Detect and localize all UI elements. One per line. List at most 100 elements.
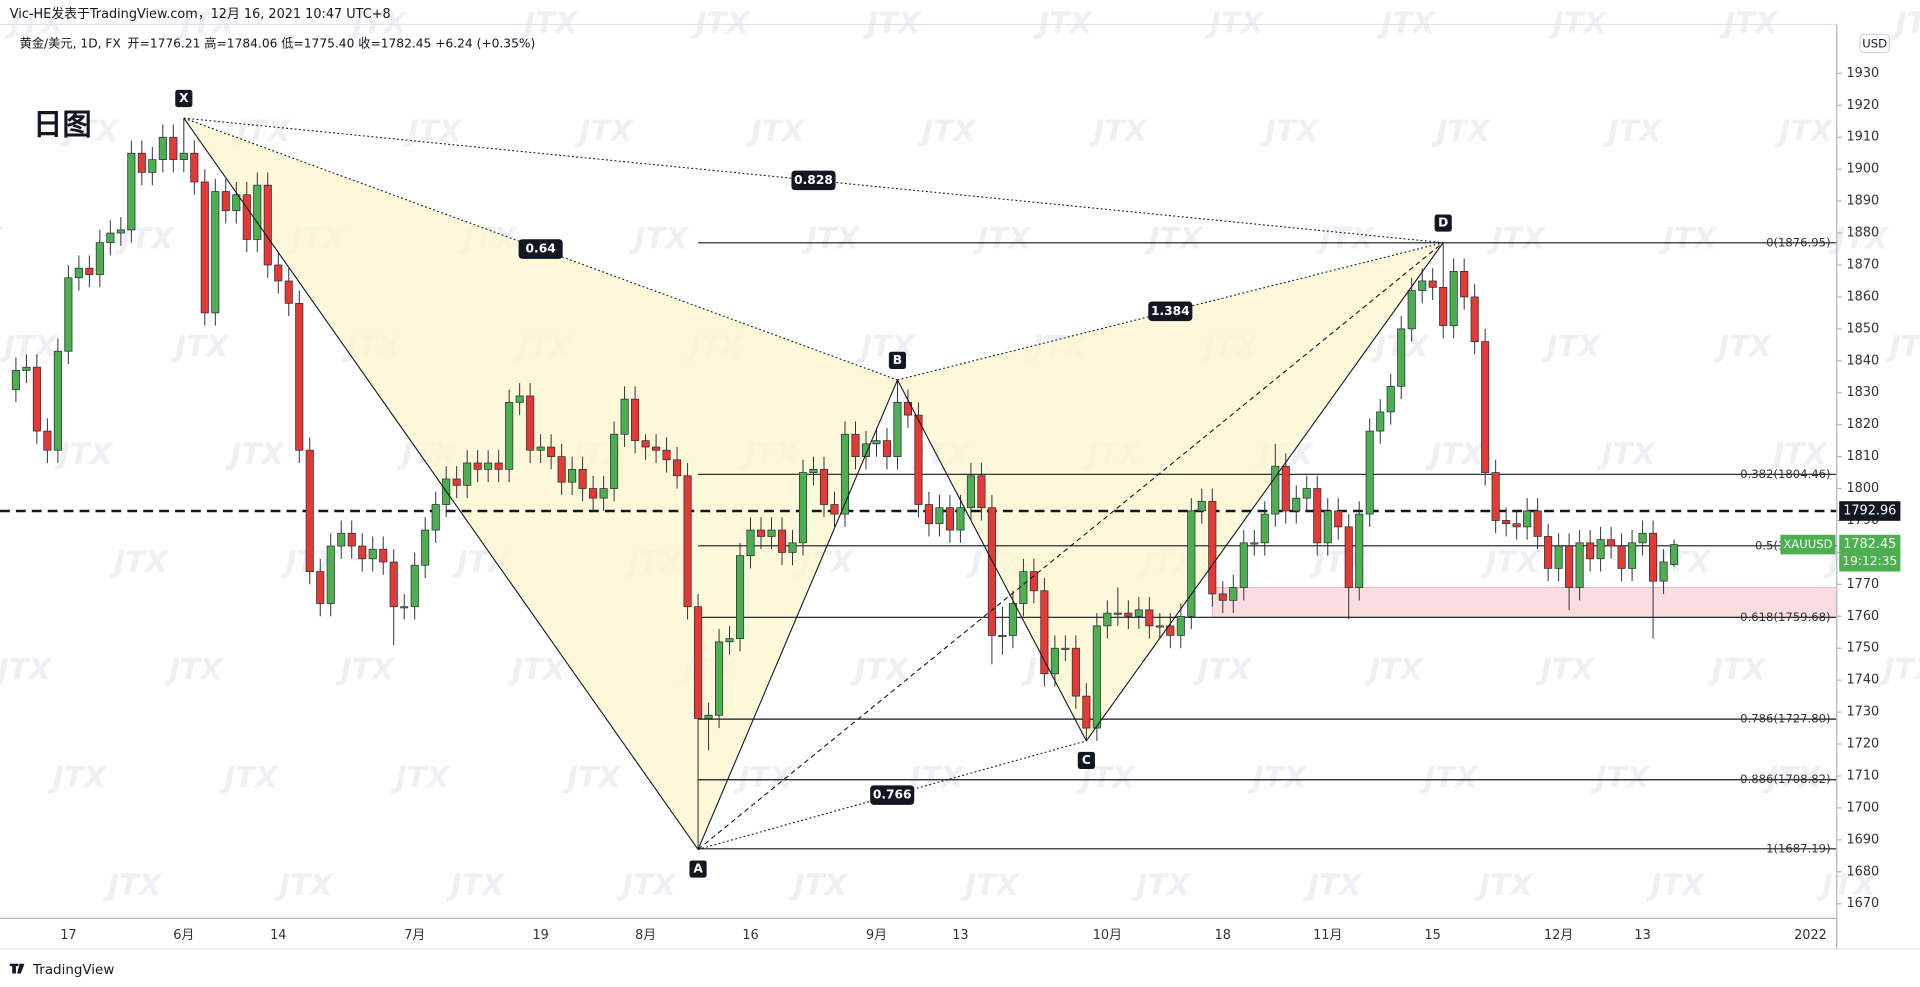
candle-body: [253, 184, 262, 240]
watermark: JTX: [1205, 6, 1265, 40]
watermark: JTX: [60, 114, 120, 148]
candle-body: [242, 194, 251, 240]
x-tick-label: 9月: [866, 928, 887, 943]
candle-body: [652, 446, 661, 451]
y-tick-label: 1690: [1847, 832, 1880, 847]
candle-body: [1187, 510, 1196, 617]
watermark: JTX: [1762, 760, 1822, 794]
watermark: JTX: [1768, 437, 1828, 471]
candle-body: [977, 475, 986, 509]
watermark: JTX: [1260, 114, 1320, 148]
x-tick-label: 13: [1634, 928, 1650, 943]
pattern-ratio-line: [183, 117, 1444, 244]
point-label: C: [1082, 753, 1091, 767]
candle-body: [148, 159, 157, 173]
x-tick-label: 15: [1425, 928, 1441, 943]
candle-body: [127, 152, 136, 231]
candle-body: [1208, 500, 1217, 595]
last-price-label: 1782.45: [1843, 537, 1896, 552]
watermark: JTX: [562, 760, 622, 794]
candle-body: [379, 548, 388, 563]
candle-body: [1145, 609, 1154, 627]
watermark: JTX: [109, 545, 169, 579]
candle-body: [179, 152, 188, 160]
candle-body: [809, 469, 818, 473]
candle-body: [1544, 536, 1553, 569]
candle-body: [22, 366, 31, 371]
watermark: JTX: [1548, 6, 1608, 40]
candle-body: [1344, 526, 1353, 588]
watermark: JTX: [176, 6, 236, 40]
watermark: JTX: [1536, 653, 1596, 687]
watermark: JTX: [1315, 222, 1375, 256]
candle-body: [316, 571, 325, 604]
y-tick-label: 1710: [1847, 768, 1880, 783]
x-tick-label: 17: [60, 928, 76, 943]
candle-body: [1218, 593, 1227, 601]
y-tick-label: 1730: [1847, 705, 1880, 720]
candle-body: [463, 462, 472, 486]
overlay-layer: 1670 1680 1690 1700 1710 1720 1730 1740 1750 1760…: [60, 66, 1901, 943]
watermark: JTX: [1033, 6, 1093, 40]
watermark: JTX: [1713, 329, 1773, 363]
candle-body: [1134, 609, 1143, 617]
candle-body: [819, 469, 829, 505]
candle-body: [1502, 520, 1511, 525]
candle-body: [851, 433, 860, 457]
candle-body: [673, 459, 682, 477]
x-tick-label: 16: [742, 928, 758, 943]
candle-body: [452, 478, 461, 486]
candle-body: [882, 440, 892, 457]
watermark: JTX: [1542, 329, 1602, 363]
watermark: JTX: [801, 222, 861, 256]
watermark: JTX: [0, 329, 59, 363]
candle-body: [1470, 296, 1479, 343]
candle-body: [1638, 532, 1647, 544]
price-line-box: [1839, 501, 1901, 521]
candle-body: [998, 635, 1007, 638]
pattern-leg: [896, 379, 1087, 742]
y-tick-label: 1850: [1847, 321, 1880, 336]
x-tick-label: 13: [952, 928, 968, 943]
candle-body: [1323, 510, 1332, 544]
y-tick-label: 1870: [1847, 257, 1880, 272]
candle-body: [1355, 513, 1364, 588]
watermark: JTX: [1303, 868, 1363, 902]
candle-body: [43, 430, 52, 451]
watermark: JTX: [1248, 760, 1308, 794]
watermark: JTX: [336, 653, 396, 687]
x-tick-label: 2022: [1794, 928, 1827, 943]
candle-body: [1029, 571, 1038, 592]
ratio-box: [791, 170, 836, 191]
candle-body: [295, 302, 304, 451]
candle-body: [1575, 542, 1584, 588]
watermark: JTX: [5, 6, 65, 40]
ratio-label: 0.766: [873, 788, 912, 802]
candle-body: [536, 446, 545, 451]
x-tick-label: 19: [532, 928, 548, 943]
candle-body: [1628, 542, 1637, 569]
candle-body: [1449, 271, 1458, 327]
candle-body: [400, 606, 409, 609]
candle-body: [1313, 488, 1322, 544]
fib-label: 0(1876.95): [1766, 235, 1831, 249]
watermark: JTX: [1431, 114, 1491, 148]
candle-body: [526, 395, 535, 451]
candle-body: [347, 532, 356, 547]
watermark: JTX: [1144, 222, 1204, 256]
point-label: X: [179, 91, 189, 105]
candle-body: [1040, 590, 1049, 675]
candle-body: [662, 449, 671, 461]
watermark: JTX: [1878, 653, 1920, 687]
watermark: JTX: [1364, 653, 1424, 687]
watermark: JTX: [48, 760, 108, 794]
candle-body: [641, 440, 650, 448]
candle-body: [95, 242, 104, 275]
watermark: JTX: [1376, 6, 1436, 40]
countdown-label: 19:12:35: [1842, 554, 1897, 568]
brand-name: TradingView: [32, 963, 114, 978]
watermark: JTX: [507, 653, 567, 687]
watermark: JTX: [850, 653, 910, 687]
y-tick-label: 1800: [1847, 481, 1880, 496]
